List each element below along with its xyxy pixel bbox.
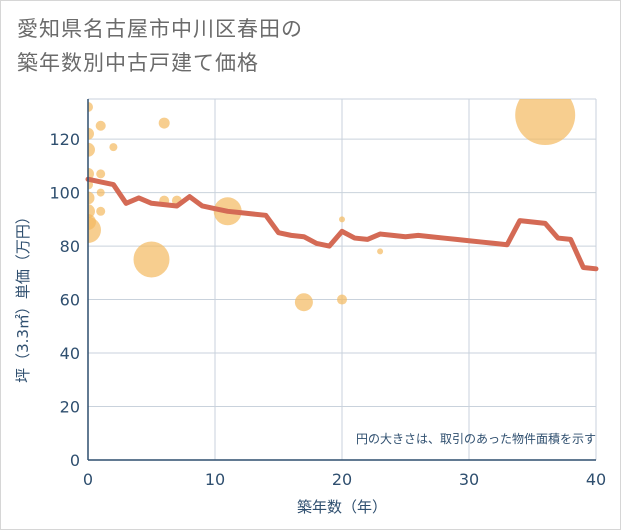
bubble-point: [95, 120, 106, 131]
tick-labels: 0 20 40 60 80 100 120 0 10 20 30 40: [49, 130, 606, 489]
size-annotation: 円の大きさは、取引のあった物件面積を示す: [356, 431, 596, 446]
x-tick-label: 20: [332, 470, 352, 489]
x-tick-label: 0: [83, 470, 93, 489]
bubble-point: [88, 102, 93, 113]
chart-title: 愛知県名古屋市中川区春田の 築年数別中古戸建て価格: [17, 12, 303, 80]
bubble-point: [109, 143, 118, 152]
grid-lines: [88, 98, 597, 460]
y-tick-label: 100: [49, 184, 80, 203]
axes: [87, 99, 596, 461]
x-tick-label: 40: [586, 470, 606, 489]
chart-title-line-2: 築年数別中古戸建て価格: [17, 51, 259, 75]
bubble-point: [158, 117, 170, 129]
bubble-point: [377, 248, 384, 255]
bubble-series: [88, 99, 576, 312]
y-tick-label: 120: [49, 130, 80, 149]
y-tick-label: 20: [60, 398, 80, 417]
bubble-point: [294, 293, 313, 312]
y-tick-label: 0: [70, 451, 80, 470]
bubble-point: [88, 217, 101, 244]
x-tick-label: 10: [205, 470, 225, 489]
y-tick-label: 80: [60, 237, 80, 256]
bubble-point: [133, 241, 170, 278]
bubble-point: [337, 294, 347, 305]
y-axis-label: 坪（3.3㎡）単価（万円）: [14, 209, 32, 383]
x-axis-label: 築年数（年）: [297, 498, 387, 516]
bubble-point: [96, 206, 106, 216]
trend-line-series: [85, 176, 599, 272]
bubble-point: [88, 127, 94, 140]
average-price-line: [85, 176, 599, 272]
bubble-point: [88, 142, 95, 157]
bubble-point: [96, 169, 106, 179]
chart-title-line-1: 愛知県名古屋市中川区春田の: [17, 17, 303, 41]
bubble-point: [96, 188, 105, 197]
bubble-point: [339, 216, 345, 223]
y-tick-label: 60: [60, 291, 80, 310]
x-tick-label: 30: [459, 470, 479, 489]
bubble-point: [88, 191, 95, 205]
bubble-point: [515, 99, 576, 146]
y-tick-label: 40: [60, 344, 80, 363]
bubble-point: [88, 167, 94, 180]
